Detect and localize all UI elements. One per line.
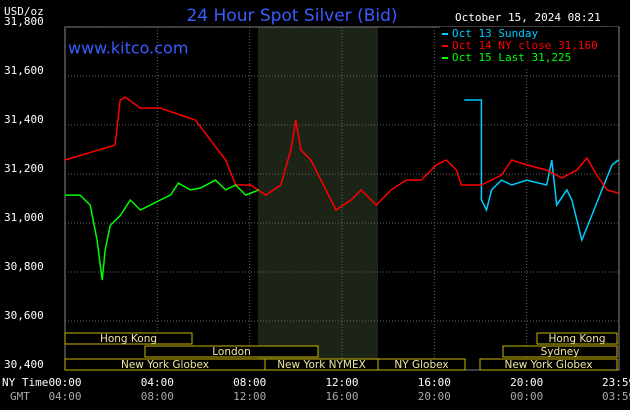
- x-tick-label: 00:00: [48, 376, 81, 389]
- y-tick-label: 30,800: [4, 260, 44, 273]
- gmt-tick-label: 04:00: [48, 390, 81, 403]
- gmt-tick-label: 12:00: [233, 390, 266, 403]
- session-label: New York Globex: [121, 359, 209, 371]
- gmt-tick-label: 16:00: [325, 390, 358, 403]
- session-label: London: [212, 346, 251, 358]
- y-tick-label: 31,000: [4, 211, 44, 224]
- gmt-row-label: GMT: [10, 390, 30, 403]
- session-label: Hong Kong: [100, 333, 157, 345]
- y-tick-label: 31,600: [4, 64, 44, 77]
- y-tick-label: 31,400: [4, 113, 44, 126]
- chart-title: 24 Hour Spot Silver (Bid): [186, 6, 397, 26]
- gmt-tick-label: 08:00: [141, 390, 174, 403]
- series-line: [464, 99, 619, 243]
- session-label: Hong Kong: [548, 333, 605, 345]
- x-row-label: NY Time: [2, 376, 48, 389]
- y-tick-label: 30,600: [4, 309, 44, 322]
- session-box: [144, 345, 319, 358]
- gmt-tick-label: 20:00: [418, 390, 451, 403]
- x-tick-label: 23:59: [602, 376, 630, 389]
- session-box: [502, 345, 618, 358]
- session-label: Sydney: [541, 346, 580, 358]
- y-tick-label: 31,200: [4, 162, 44, 175]
- y-axis-label: USD/oz: [4, 5, 44, 18]
- x-tick-label: 04:00: [141, 376, 174, 389]
- session-box: [479, 358, 618, 371]
- legend-box: [440, 27, 618, 67]
- session-label: NY Globex: [394, 359, 448, 371]
- series-line: [65, 179, 259, 281]
- session-label: New York Globex: [504, 359, 592, 371]
- y-tick-label: 31,800: [4, 15, 44, 28]
- gmt-tick-label: 00:00: [510, 390, 543, 403]
- source: www.kitco.com: [68, 39, 188, 58]
- y-tick-label: 30,400: [4, 358, 44, 371]
- timestamp: October 15, 2024 08:21: [455, 11, 601, 24]
- legend-label: Oct 15 Last 31,225: [452, 51, 571, 64]
- x-tick-label: 20:00: [510, 376, 543, 389]
- x-tick-label: 12:00: [325, 376, 358, 389]
- x-tick-label: 16:00: [418, 376, 451, 389]
- legend-label: Oct 13 Sunday: [452, 27, 538, 40]
- session-box: [536, 332, 618, 345]
- session-box: [64, 332, 193, 345]
- session-box: [377, 358, 466, 371]
- london-shade: [258, 27, 378, 370]
- session-label: New York NYMEX: [277, 359, 366, 371]
- series-line: [64, 96, 619, 212]
- x-tick-label: 08:00: [233, 376, 266, 389]
- gmt-tick-label: 03:59: [602, 390, 630, 403]
- legend-label: Oct 14 NY close 31,160: [452, 39, 598, 52]
